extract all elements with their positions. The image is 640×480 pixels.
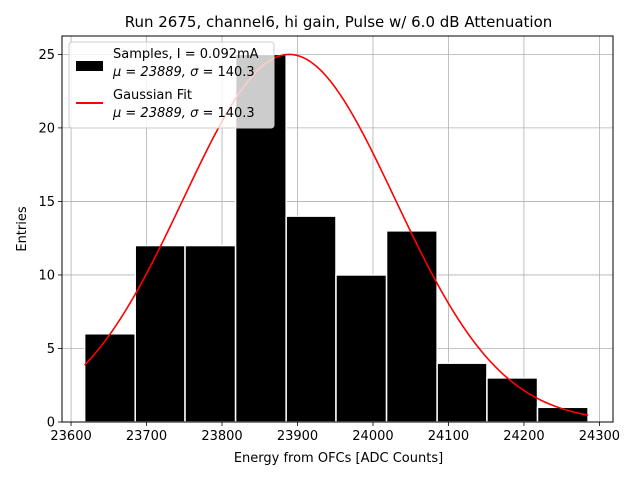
gaussian-fit-curve [84,53,589,416]
histogram-bar [385,230,438,423]
legend-box [68,41,275,129]
x-axis-ticks: 23600 23700 23800 23900 24000 24100 24200 24300 [50,422,620,444]
x-axis-label: Energy from OFCs [ADC Counts] [234,451,443,466]
histogram-bar [486,377,539,423]
legend-samples-line1: Samples, I = 0.092mA [113,47,259,62]
legend-samples-stats-value: = 140.3 [198,65,254,80]
chart-title: Run 2675, channel6, hi gain, Pulse w/ 6.… [125,13,553,31]
legend-samples-stats-mu: μ = 23889, [112,65,190,80]
x-tick-label: 23600 [50,429,91,444]
histogram-bar [83,333,136,423]
x-tick-label: 24100 [428,429,469,444]
histogram-bar [184,244,237,423]
legend-bars-swatch [76,61,103,71]
legend-fit-line1: Gaussian Fit [113,88,192,103]
gaussian-fit [84,53,589,416]
y-axis-ticks: 0 5 10 15 20 25 [38,48,62,431]
histogram-bar [436,362,488,423]
plot-frame [61,35,614,423]
histogram-bars [83,53,589,423]
legend-samples-line2: μ = 23889, σ = 140.3 [112,65,255,80]
x-tick-label: 24200 [503,429,544,444]
histogram-bar [285,215,337,423]
y-tick-label: 25 [38,48,55,63]
histogram-bar [134,244,186,423]
legend: Samples, I = 0.092mA μ = 23889, σ = 140.… [68,41,275,129]
histogram-bar [335,274,388,423]
x-tick-label: 23800 [201,429,242,444]
x-tick-label: 24300 [579,429,620,444]
x-tick-label: 24000 [352,429,393,444]
y-tick-label: 20 [38,121,55,136]
y-tick-label: 0 [47,416,55,431]
y-axis-label: Entries [15,206,30,252]
legend-fit-stats-sigma: σ [190,106,199,121]
y-tick-label: 15 [38,195,55,210]
y-tick-label: 10 [38,268,55,283]
legend-fit-stats-value: = 140.3 [198,106,254,121]
x-tick-label: 23700 [126,429,167,444]
legend-fit-line2: μ = 23889, σ = 140.3 [112,106,255,121]
x-tick-label: 23900 [277,429,318,444]
legend-fit-stats-mu: μ = 23889, [112,106,190,121]
y-tick-label: 5 [47,342,55,357]
legend-samples-stats-sigma: σ [190,65,199,80]
